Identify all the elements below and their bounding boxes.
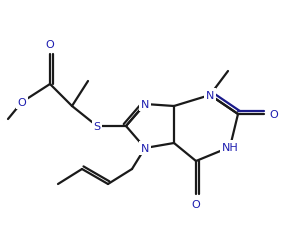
Text: O: O <box>192 199 200 209</box>
Text: O: O <box>46 40 54 50</box>
Text: N: N <box>141 144 149 154</box>
Text: NH: NH <box>222 142 238 152</box>
Text: N: N <box>206 91 214 101</box>
Text: O: O <box>18 98 26 108</box>
Text: N: N <box>141 100 149 110</box>
Text: O: O <box>269 110 278 120</box>
Text: S: S <box>93 122 101 132</box>
